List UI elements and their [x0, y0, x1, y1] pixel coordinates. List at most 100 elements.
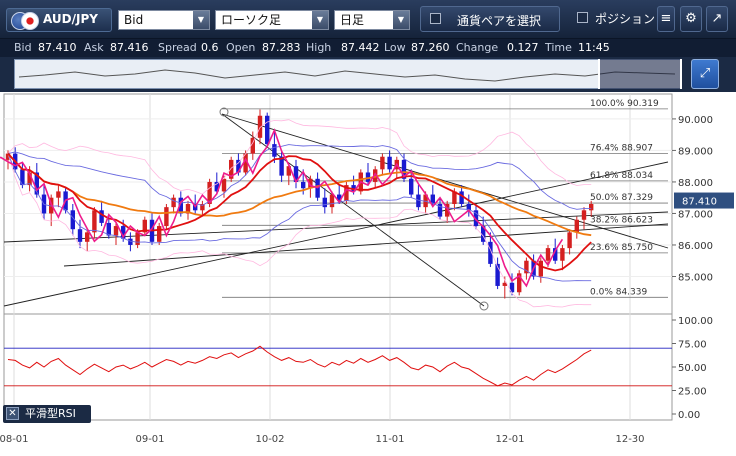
- candle-body: [229, 159, 234, 179]
- candle-body: [128, 238, 133, 245]
- candle-body: [344, 185, 349, 201]
- moving-average-red: [7, 152, 592, 272]
- candle-body: [459, 191, 464, 204]
- candle-body: [113, 226, 119, 236]
- trend-line: [221, 113, 669, 249]
- position-label: ポジション: [595, 12, 656, 26]
- candle-body: [265, 115, 270, 145]
- current-price-label: 87.410: [682, 197, 717, 208]
- candle-body: [430, 194, 435, 204]
- candle-body: [257, 115, 263, 138]
- quote-bar: Bid 87.410 Ask 87.416 Spread 0.6 Open 87…: [0, 39, 736, 57]
- y-tick-label: 88.000: [678, 178, 713, 189]
- candle-body: [5, 153, 11, 160]
- price-type-dropdown[interactable]: Bid ▼: [118, 10, 210, 30]
- candle-body: [243, 153, 248, 173]
- zoom-expand-icon[interactable]: ⤢: [691, 59, 719, 89]
- current-price-tag: [674, 192, 734, 209]
- ask-value: 87.416: [110, 41, 149, 54]
- timeframe-value: 日足: [340, 13, 365, 27]
- y-tick-label: 90.000: [678, 115, 713, 126]
- candle-body: [171, 197, 176, 208]
- candle-body: [20, 169, 25, 186]
- time-label: Time: [545, 41, 572, 54]
- open-value: 87.283: [262, 41, 301, 54]
- candle-body: [416, 194, 421, 208]
- fibonacci-level-label: 61.8% 88.034: [590, 171, 653, 181]
- rsi-tick-label: 100.00: [678, 316, 713, 327]
- chevron-down-icon: ▼: [312, 11, 328, 29]
- candle-body: [473, 210, 479, 227]
- candle-body: [387, 156, 392, 170]
- fib-anchor-low: [479, 301, 489, 311]
- position-checkbox[interactable]: [577, 12, 588, 23]
- candle-body: [221, 178, 227, 192]
- pair-select-button[interactable]: 通貨ペアを選択: [420, 6, 560, 32]
- candle-body: [329, 194, 335, 208]
- close-icon[interactable]: ✕: [6, 407, 19, 420]
- candle-body: [27, 172, 32, 186]
- rsi-indicator-name: 平滑型RSI: [25, 407, 76, 420]
- spread-label: Spread: [158, 41, 197, 54]
- rsi-tick-label: 50.00: [678, 363, 707, 374]
- candle-body: [121, 226, 126, 239]
- candle-body: [452, 191, 457, 204]
- candle-body: [214, 181, 219, 192]
- time-value: 11:45: [578, 41, 610, 54]
- menu-icon[interactable]: ≡: [657, 6, 675, 32]
- symbol-selector[interactable]: AUD/JPY: [6, 8, 112, 32]
- gear-icon[interactable]: ⚙: [680, 6, 702, 32]
- rsi-panel-header: ✕ 平滑型RSI: [3, 405, 91, 423]
- fibonacci-level-label: 76.4% 88.907: [590, 143, 653, 153]
- rsi-tick-label: 25.00: [678, 387, 707, 398]
- candle-body: [509, 282, 515, 293]
- overview-navigator[interactable]: [14, 59, 682, 89]
- bid-label: Bid: [14, 41, 32, 54]
- candle-body: [481, 226, 486, 242]
- chart-style-value: ローソク足: [221, 13, 282, 27]
- jpy-flag-icon: [21, 12, 39, 30]
- chevron-down-icon: ▼: [193, 11, 209, 29]
- candle-body: [409, 178, 414, 195]
- price-type-value: Bid: [124, 13, 144, 27]
- candle-body: [581, 210, 587, 220]
- candle-body: [99, 210, 104, 223]
- candle-body: [34, 172, 39, 195]
- trend-line: [3, 211, 669, 243]
- candle-body: [337, 194, 342, 201]
- y-tick-label: 86.000: [678, 241, 713, 252]
- candle-body: [250, 137, 255, 154]
- y-tick-label: 89.000: [678, 146, 713, 157]
- candle-body: [85, 232, 90, 242]
- candle-body: [322, 197, 327, 208]
- chart-style-dropdown[interactable]: ローソク足 ▼: [215, 10, 329, 30]
- popout-icon[interactable]: ↗: [706, 6, 728, 32]
- y-tick-label: 87.000: [678, 209, 713, 220]
- candle-body: [488, 241, 493, 264]
- candle-body: [106, 222, 111, 236]
- candle-body: [157, 226, 162, 242]
- rsi-series-line: [7, 345, 592, 387]
- chart-area[interactable]: 100.0% 90.319 76.4% 88.907 61.8% 88.034 50.…: [0, 92, 736, 456]
- rsi-plot-frame: [3, 313, 673, 421]
- pair-select-checkbox[interactable]: [430, 13, 441, 24]
- x-tick-label: 09-01: [135, 434, 164, 445]
- y-tick-label: 85.000: [678, 272, 713, 283]
- bollinger-upper-2: [7, 119, 592, 195]
- fibonacci-level-label: 23.6% 85.750: [590, 243, 653, 253]
- candle-body: [286, 166, 291, 176]
- symbol-label: AUD/JPY: [43, 12, 98, 26]
- candle-body: [437, 204, 443, 217]
- chart-svg: 100.0% 90.319 76.4% 88.907 61.8% 88.034 50.…: [0, 93, 734, 445]
- candle-body: [380, 156, 385, 170]
- x-tick-label: 12-30: [615, 434, 644, 445]
- candle-body: [301, 181, 306, 189]
- candle-body: [308, 178, 313, 189]
- candle-body: [207, 181, 212, 204]
- x-tick-label: 08-01: [0, 434, 29, 445]
- candle-body: [538, 260, 543, 277]
- timeframe-dropdown[interactable]: 日足 ▼: [334, 10, 410, 30]
- top-toolbar: AUD/JPY Bid ▼ ローソク足 ▼ 日足 ▼ 通貨ペアを選択 ポジション…: [0, 0, 736, 39]
- candle-body: [524, 260, 529, 274]
- navigator-handle[interactable]: [598, 59, 682, 89]
